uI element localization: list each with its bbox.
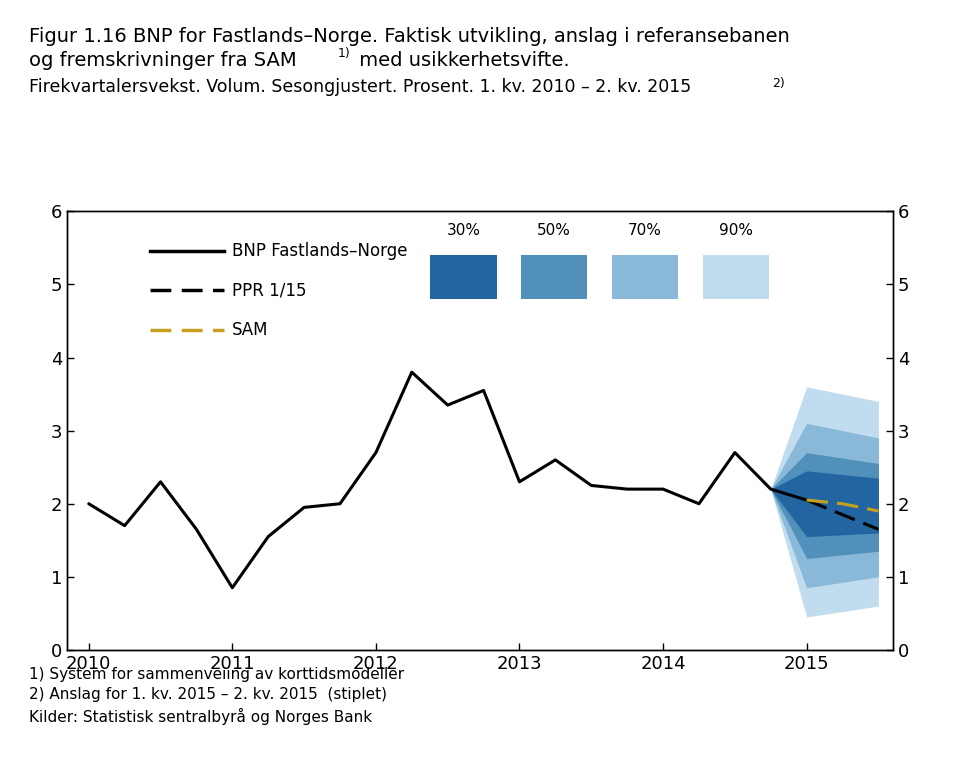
Text: med usikkerhetsvifte.: med usikkerhetsvifte. — [353, 51, 570, 70]
Text: 2) Anslag for 1. kv. 2015 – 2. kv. 2015  (stiplet): 2) Anslag for 1. kv. 2015 – 2. kv. 2015 … — [29, 687, 387, 702]
Text: PPR 1/15: PPR 1/15 — [232, 281, 307, 299]
Text: 70%: 70% — [628, 222, 662, 238]
Text: 1): 1) — [338, 47, 350, 60]
Text: BNP Fastlands–Norge: BNP Fastlands–Norge — [232, 242, 408, 260]
Text: 1) System for sammenveiing av korttidsmodeller: 1) System for sammenveiing av korttidsmo… — [29, 667, 404, 682]
Text: Firekvartalersvekst. Volum. Sesongjustert. Prosent. 1. kv. 2010 – 2. kv. 2015: Firekvartalersvekst. Volum. Sesongjuster… — [29, 78, 691, 96]
Text: Figur 1.16 BNP for Fastlands–Norge. Faktisk utvikling, anslag i referansebanen: Figur 1.16 BNP for Fastlands–Norge. Fakt… — [29, 27, 789, 46]
Bar — [521, 255, 588, 299]
Text: 2): 2) — [772, 77, 784, 90]
Bar — [612, 255, 678, 299]
Bar — [703, 255, 769, 299]
Text: 90%: 90% — [719, 222, 753, 238]
Text: SAM: SAM — [232, 321, 269, 339]
Text: Kilder: Statistisk sentralbyrå og Norges Bank: Kilder: Statistisk sentralbyrå og Norges… — [29, 708, 372, 725]
Text: 50%: 50% — [538, 222, 571, 238]
Bar — [430, 255, 496, 299]
Text: og fremskrivninger fra SAM: og fremskrivninger fra SAM — [29, 51, 297, 70]
Text: 30%: 30% — [446, 222, 481, 238]
